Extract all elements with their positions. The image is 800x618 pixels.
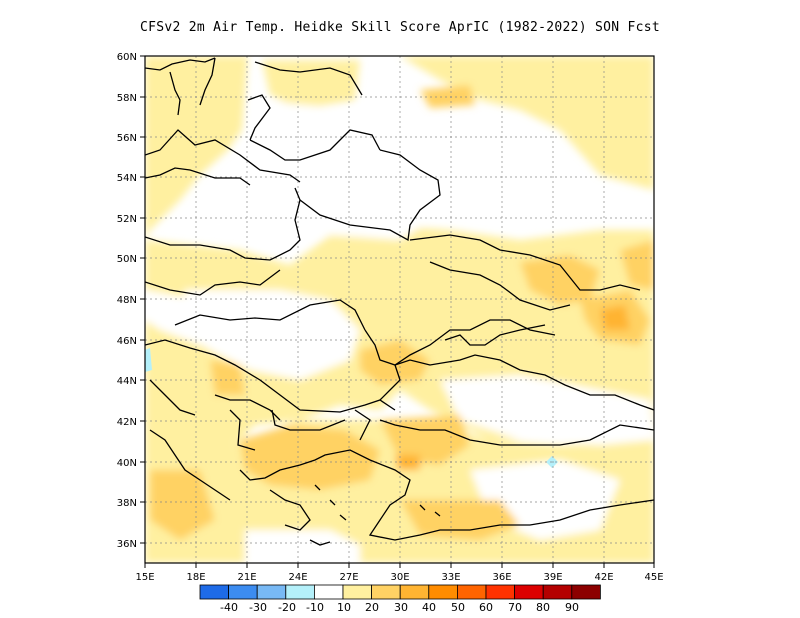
lat-label: 54N xyxy=(117,173,137,184)
tick-marks xyxy=(140,55,655,568)
lat-label: 46N xyxy=(117,336,137,347)
lat-label: 48N xyxy=(117,295,137,306)
lat-label: 58N xyxy=(117,93,137,104)
lat-label: 42N xyxy=(117,417,137,428)
colorbar-label: 70 xyxy=(508,601,522,614)
colorbar-label: 20 xyxy=(365,601,379,614)
lon-label: 18E xyxy=(186,572,205,583)
skill-field xyxy=(145,56,654,563)
lat-label: 50N xyxy=(117,254,137,265)
lon-label: 45E xyxy=(644,572,663,583)
lon-label: 21E xyxy=(237,572,256,583)
colorbar-swatch xyxy=(342,584,373,600)
colorbar-label: -40 xyxy=(220,601,238,614)
lat-label: 60N xyxy=(117,52,137,63)
lon-label: 42E xyxy=(594,572,613,583)
lat-label: 36N xyxy=(117,539,137,550)
colorbar-swatch xyxy=(571,584,601,600)
lon-label: 36E xyxy=(492,572,511,583)
lon-label: 24E xyxy=(288,572,307,583)
lat-label: 44N xyxy=(117,376,137,387)
colorbar-label: 50 xyxy=(451,601,465,614)
lon-label: 15E xyxy=(135,572,154,583)
colorbar-label: 90 xyxy=(565,601,579,614)
colorbar-swatch xyxy=(485,584,516,600)
latitude-labels: 60N 58N 56N 54N 52N 50N 48N 46N 44N 42N … xyxy=(117,52,137,550)
colorbar-label: -10 xyxy=(306,601,324,614)
colorbar-labels: -40 -30 -20 -10 10 20 30 40 50 60 70 80 … xyxy=(220,601,579,614)
colorbar-swatch xyxy=(542,584,573,600)
colorbar-swatch xyxy=(256,584,287,600)
lon-label: 30E xyxy=(390,572,409,583)
colorbar-swatch xyxy=(228,584,258,600)
lon-label: 39E xyxy=(543,572,562,583)
lon-label: 33E xyxy=(441,572,460,583)
colorbar-swatch xyxy=(199,584,230,600)
coastlines-borders xyxy=(145,57,654,546)
colorbar-swatch xyxy=(514,584,544,600)
lat-label: 52N xyxy=(117,214,137,225)
lon-label: 27E xyxy=(339,572,358,583)
lat-label: 56N xyxy=(117,133,137,144)
longitude-labels: 15E 18E 21E 24E 27E 30E 33E 36E 39E 42E … xyxy=(135,572,663,583)
map-title: CFSv2 2m Air Temp. Heidke Skill Score Ap… xyxy=(139,20,661,35)
colorbar-label: 30 xyxy=(394,601,408,614)
colorbar-swatch xyxy=(428,584,458,600)
lat-label: 38N xyxy=(117,498,137,509)
colorbar-swatch xyxy=(371,584,401,600)
colorbar-label: -20 xyxy=(278,601,296,614)
colorbar-swatch xyxy=(313,584,344,600)
colorbar xyxy=(199,584,601,600)
colorbar-label: 80 xyxy=(536,601,550,614)
colorbar-label: 60 xyxy=(479,601,493,614)
lat-label: 40N xyxy=(117,458,137,469)
colorbar-swatch xyxy=(456,584,487,600)
colorbar-label: 10 xyxy=(337,601,351,614)
colorbar-swatch xyxy=(285,584,315,600)
colorbar-swatch xyxy=(399,584,430,600)
colorbar-label: 40 xyxy=(422,601,436,614)
colorbar-label: -30 xyxy=(249,601,267,614)
